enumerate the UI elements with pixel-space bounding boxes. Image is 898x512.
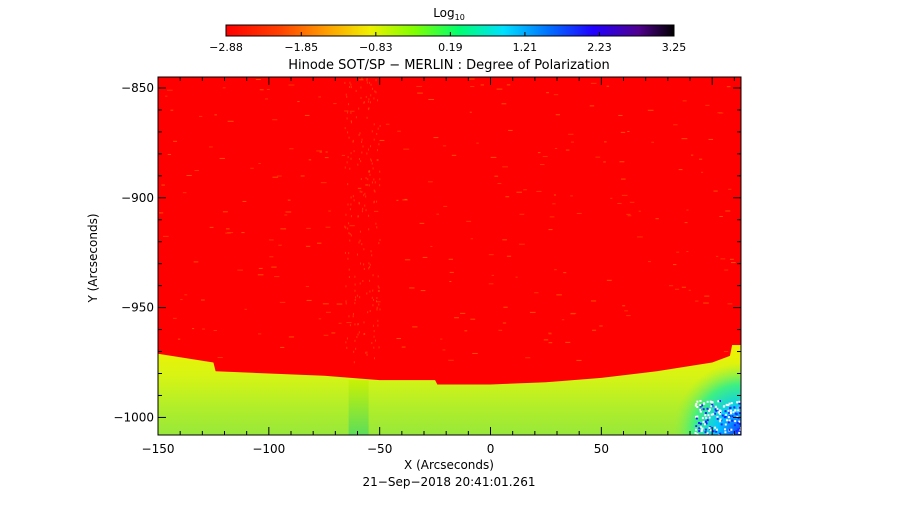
y-axis: −850 −900 −950 −1000	[113, 81, 741, 424]
colorbar-tick-label: 3.25	[662, 41, 687, 54]
colorbar-tick-label: −0.83	[359, 41, 393, 54]
colorbar: Log10 −2.88 −1.85 −0.83 0.19 1.21 2.23 3.25	[209, 6, 686, 54]
x-tick-label: −100	[252, 442, 285, 456]
colorbar-tick-label: −2.88	[209, 41, 243, 54]
x-tick-label: −50	[367, 442, 392, 456]
x-axis-label: X (Arcseconds)	[404, 458, 494, 472]
off-limb-strip	[348, 380, 369, 435]
colorbar-ticks: −2.88 −1.85 −0.83 0.19 1.21 2.23 3.25	[209, 32, 686, 54]
y-tick-label: −900	[121, 191, 154, 205]
x-tick-label: 0	[487, 442, 495, 456]
colorbar-tick-label: 2.23	[587, 41, 612, 54]
colorbar-tick-label: −1.85	[284, 41, 318, 54]
colorbar-title-sub: 10	[455, 13, 465, 22]
plot-frame	[157, 76, 742, 436]
timestamp-annotation: 21−Sep−2018 20:41:01.261	[363, 475, 536, 489]
corner-speckle	[694, 399, 741, 435]
y-tick-label: −950	[121, 301, 154, 315]
x-tick-label: 100	[701, 442, 724, 456]
x-tick-label: 50	[594, 442, 609, 456]
y-axis-label: Y (Arcseconds)	[86, 213, 100, 303]
y-tick-label: −1000	[113, 410, 154, 424]
x-tick-label: −150	[142, 442, 175, 456]
colorbar-tick-label: 1.21	[513, 41, 538, 54]
colorbar-tick-label: 0.19	[438, 41, 463, 54]
x-axis: −150 −100 −50 0 50 100	[142, 77, 735, 456]
chart-title: Hinode SOT/SP − MERLIN : Degree of Polar…	[288, 58, 610, 73]
off-limb-region	[158, 344, 741, 435]
colorbar-title-main: Log	[433, 6, 454, 20]
plot-area	[158, 77, 741, 435]
colorbar-title: Log10	[433, 6, 465, 22]
disk-texture	[159, 77, 741, 364]
y-tick-label: −850	[121, 81, 154, 95]
